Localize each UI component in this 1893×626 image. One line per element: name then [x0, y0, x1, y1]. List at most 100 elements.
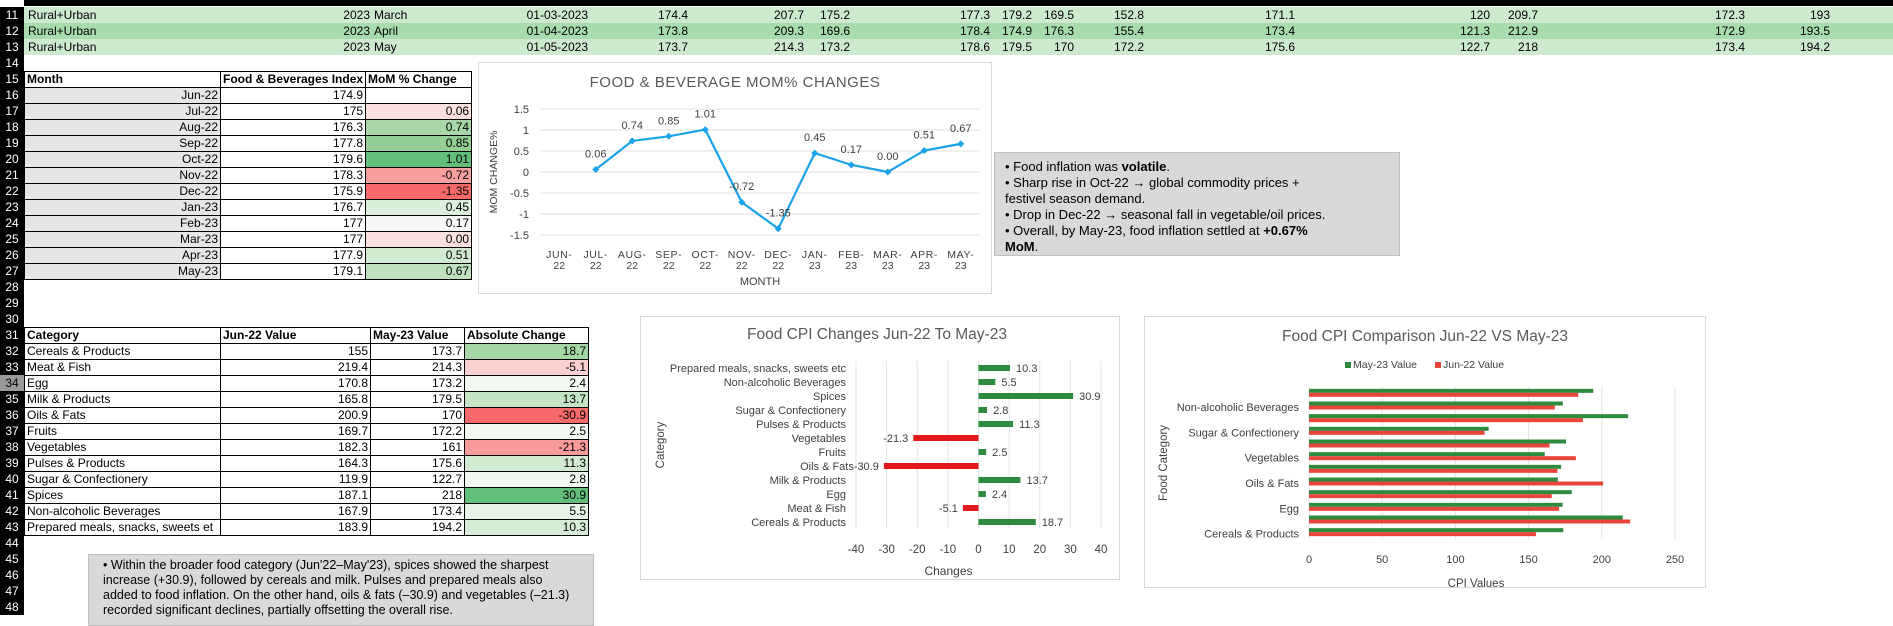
- inflation-note[interactable]: • Food inflation was volatile. • Sharp ri…: [994, 152, 1400, 256]
- row-number[interactable]: 24: [0, 215, 24, 231]
- category-table-cell[interactable]: 13.7: [464, 391, 589, 408]
- top-row-cell[interactable]: 178.6: [959, 40, 990, 54]
- row-number[interactable]: 15: [0, 71, 24, 87]
- category-table-cell[interactable]: Vegetables: [24, 439, 221, 456]
- category-table-cell[interactable]: 30.9: [464, 487, 589, 504]
- category-table-cell[interactable]: 173.4: [370, 503, 465, 520]
- top-row-cell[interactable]: 179.2: [1001, 8, 1032, 22]
- category-table-cell[interactable]: Oils & Fats: [24, 407, 221, 424]
- top-row-cell[interactable]: 173.7: [657, 40, 688, 54]
- row-number[interactable]: 39: [0, 455, 24, 471]
- category-table-cell[interactable]: 173.2: [370, 375, 465, 392]
- mom-table-cell[interactable]: Mar-23: [24, 231, 221, 248]
- mom-table-cell[interactable]: 0.67: [365, 263, 473, 280]
- row-number[interactable]: 16: [0, 87, 24, 103]
- category-table-cell[interactable]: Prepared meals, snacks, sweets et: [24, 519, 221, 536]
- top-row-cell[interactable]: 120: [1469, 8, 1490, 22]
- mom-table-cell[interactable]: May-23: [24, 263, 221, 280]
- top-row-cell[interactable]: 155.4: [1113, 24, 1144, 38]
- category-table-cell[interactable]: 179.5: [370, 391, 465, 408]
- top-data-row[interactable]: [24, 39, 1893, 55]
- category-table-cell[interactable]: Fruits: [24, 423, 221, 440]
- category-table-cell[interactable]: 173.7: [370, 343, 465, 360]
- category-note[interactable]: • Within the broader food category (Jun'…: [88, 554, 594, 626]
- top-row-cell[interactable]: 01-04-2023: [526, 24, 588, 38]
- top-row-cell[interactable]: 172.9: [1714, 24, 1745, 38]
- row-number[interactable]: 30: [0, 311, 24, 327]
- row-number[interactable]: 21: [0, 167, 24, 183]
- row-number[interactable]: 19: [0, 135, 24, 151]
- row-number[interactable]: 14: [0, 55, 24, 71]
- top-row-cell[interactable]: 01-03-2023: [526, 8, 588, 22]
- row-number[interactable]: 47: [0, 583, 24, 599]
- category-table-cell[interactable]: 183.9: [220, 519, 371, 536]
- row-number[interactable]: 12: [0, 23, 24, 39]
- category-table-cell[interactable]: 122.7: [370, 471, 465, 488]
- category-table-cell[interactable]: 194.2: [370, 519, 465, 536]
- top-row-cell[interactable]: 179.5: [1001, 40, 1032, 54]
- category-table-cell[interactable]: 18.7: [464, 343, 589, 360]
- top-row-cell[interactable]: 175.6: [1264, 40, 1295, 54]
- category-table-cell[interactable]: Pulses & Products: [24, 455, 221, 472]
- category-table-header-cell[interactable]: Absolute Change: [464, 327, 589, 344]
- top-row-cell[interactable]: 2023: [343, 24, 370, 38]
- mom-table-cell[interactable]: 176.3: [219, 119, 367, 136]
- category-table-cell[interactable]: 182.3: [220, 439, 371, 456]
- top-row-cell[interactable]: 209.7: [1507, 8, 1538, 22]
- mom-table-cell[interactable]: Jul-22: [24, 103, 221, 120]
- top-row-cell[interactable]: April: [374, 24, 399, 38]
- top-row-cell[interactable]: 2023: [343, 40, 370, 54]
- category-table-cell[interactable]: 119.9: [220, 471, 371, 488]
- top-row-cell[interactable]: 171.1: [1264, 8, 1295, 22]
- row-number[interactable]: 48: [0, 599, 24, 615]
- top-row-cell[interactable]: Rural+Urban: [28, 40, 97, 54]
- top-row-cell[interactable]: 193: [1809, 8, 1830, 22]
- cpi-changes-chart[interactable]: Food CPI Changes Jun-22 To May-23 -40 -30 -…: [640, 316, 1120, 580]
- category-table-cell[interactable]: Meat & Fish: [24, 359, 221, 376]
- category-table-cell[interactable]: 165.8: [220, 391, 371, 408]
- cpi-comparison-chart[interactable]: Food CPI Comparison Jun-22 VS May-23 May-…: [1144, 316, 1706, 590]
- row-number[interactable]: 31: [0, 327, 24, 343]
- mom-table-cell[interactable]: 179.6: [219, 151, 367, 168]
- top-row-cell[interactable]: 170: [1053, 40, 1074, 54]
- row-number[interactable]: 43: [0, 519, 24, 535]
- row-number[interactable]: 44: [0, 535, 24, 551]
- category-table-cell[interactable]: Spices: [24, 487, 221, 504]
- mom-table-header-cell[interactable]: MoM % Change: [365, 71, 473, 88]
- row-number[interactable]: 28: [0, 279, 24, 295]
- mom-table-cell[interactable]: 0.17: [365, 215, 473, 232]
- row-number[interactable]: 13: [0, 39, 24, 55]
- row-number[interactable]: 29: [0, 295, 24, 311]
- top-row-cell[interactable]: March: [374, 8, 408, 22]
- category-table-cell[interactable]: Non-alcoholic Beverages: [24, 503, 221, 520]
- row-number[interactable]: 20: [0, 151, 24, 167]
- row-number[interactable]: 11: [0, 7, 24, 23]
- top-row-cell[interactable]: May: [374, 40, 397, 54]
- row-number[interactable]: 22: [0, 183, 24, 199]
- row-number[interactable]: 33: [0, 359, 24, 375]
- mom-table-cell[interactable]: 0.45: [365, 199, 473, 216]
- mom-table-header-cell[interactable]: Food & Beverages Index: [219, 71, 367, 88]
- mom-table-cell[interactable]: Dec-22: [24, 183, 221, 200]
- row-number[interactable]: 23: [0, 199, 24, 215]
- row-number[interactable]: 26: [0, 247, 24, 263]
- mom-table-cell[interactable]: Jan-23: [24, 199, 221, 216]
- top-row-cell[interactable]: 173.4: [1264, 24, 1295, 38]
- category-table-cell[interactable]: 219.4: [220, 359, 371, 376]
- mom-table-cell[interactable]: -1.35: [365, 183, 473, 200]
- category-table-cell[interactable]: 161: [370, 439, 465, 456]
- category-table-cell[interactable]: 164.3: [220, 455, 371, 472]
- row-number[interactable]: 40: [0, 471, 24, 487]
- mom-table-cell[interactable]: 0.85: [365, 135, 473, 152]
- row-number[interactable]: 34: [0, 375, 24, 391]
- mom-table-cell[interactable]: -0.72: [365, 167, 473, 184]
- top-row-cell[interactable]: 174.9: [1001, 24, 1032, 38]
- top-row-cell[interactable]: 176.3: [1043, 24, 1074, 38]
- row-number[interactable]: 18: [0, 119, 24, 135]
- category-table-header-cell[interactable]: Jun-22 Value: [220, 327, 371, 344]
- mom-table-cell[interactable]: 177.8: [219, 135, 367, 152]
- mom-table-cell[interactable]: Sep-22: [24, 135, 221, 152]
- category-table-cell[interactable]: 200.9: [220, 407, 371, 424]
- mom-table-cell[interactable]: 177: [219, 231, 367, 248]
- top-row-cell[interactable]: 177.3: [959, 8, 990, 22]
